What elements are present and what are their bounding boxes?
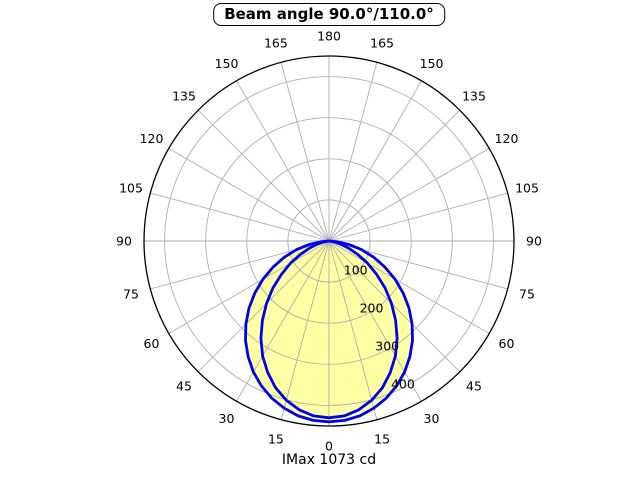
grid-circle [164,76,494,406]
grid-spoke [328,240,422,402]
grid-circle [205,117,453,365]
angular-tick-label: 15 [268,432,284,447]
angular-tick-label: 180 [317,29,341,44]
grid-spoke [328,240,461,373]
grid-spoke [197,240,330,373]
angular-tick-label: 30 [424,411,440,426]
grid-spoke [328,240,378,420]
angular-tick-label: 75 [123,287,139,302]
beam-curve-beam-90 [259,239,399,420]
angular-tick-label: 165 [264,36,288,51]
radial-tick-label: 400 [391,376,415,391]
chart-title: Beam angle 90.0°/110.0° [224,5,434,23]
imax-label: IMax 1073 cd [281,452,377,468]
angular-tick-label: 105 [119,180,143,195]
angular-tick-label: 45 [176,379,192,394]
grid-circle [246,158,412,324]
angular-tick-label: 135 [462,89,486,104]
grid-spoke [150,192,330,242]
grid-spoke [328,148,490,242]
angular-tick-label: 120 [495,131,519,146]
angular-tick-label: 90 [116,234,132,249]
grid-spoke [328,109,461,242]
angular-tick-label: 120 [140,131,164,146]
angular-tick-label: 15 [374,432,390,447]
outer-ring [143,55,515,427]
grid-spoke [328,192,508,242]
radial-tick-label: 200 [360,301,384,316]
angular-tick-label: 150 [215,56,239,71]
angular-tick-label: 105 [515,180,539,195]
grid-spoke [197,109,330,242]
chart-title-box: Beam angle 90.0°/110.0° [213,3,445,26]
grid-spoke [280,62,330,242]
grid-spoke [168,148,330,242]
grid-circle [287,199,371,283]
grid-spoke [328,240,490,334]
angular-tick-label: 60 [499,336,515,351]
angular-tick-label: 165 [370,36,394,51]
angular-tick-label: 0 [325,439,333,454]
grid-spoke [168,240,330,334]
grid-spoke [328,62,378,242]
angular-tick-label: 30 [219,411,235,426]
grid-spoke [280,240,330,420]
angular-tick-label: 135 [172,89,196,104]
radial-tick-label: 100 [344,263,368,278]
grid-spoke [236,240,330,402]
grid-spoke [328,80,422,242]
angular-tick-label: 75 [519,287,535,302]
grid-spoke [236,80,330,242]
beam-curve-beam-110 [244,239,414,424]
angular-tick-label: 90 [526,234,542,249]
angular-tick-label: 45 [466,379,482,394]
angular-tick-label: 60 [144,336,160,351]
angular-tick-label: 150 [420,56,444,71]
radial-tick-label: 300 [375,338,399,353]
